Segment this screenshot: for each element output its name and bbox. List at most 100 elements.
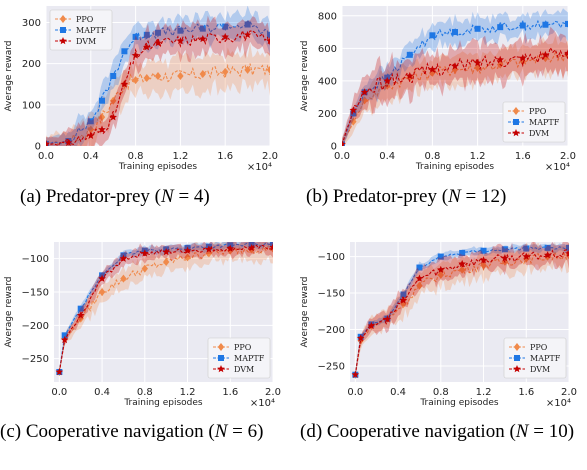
x-tick-label: 0.0 (51, 387, 67, 398)
point-dvm (226, 244, 235, 252)
point-maptf (87, 118, 94, 125)
point-maptf (501, 246, 508, 253)
x-tick-label: 2.0 (265, 387, 281, 398)
x-tick-label: 0.8 (128, 151, 144, 162)
y-tick-label: −150 (22, 288, 49, 299)
point-maptf (400, 291, 407, 298)
legend-label: PPO (76, 15, 94, 24)
band-dvm (46, 15, 270, 146)
legend: PPO MAPTF DVM (503, 337, 567, 379)
line-dvm (46, 29, 270, 146)
x-tick-label: 0.4 (94, 387, 110, 398)
point-ppo (266, 65, 270, 74)
point-ppo (110, 96, 117, 105)
y-axis-label: Average reward (300, 277, 310, 348)
point-dvm (60, 336, 69, 344)
point-ppo (416, 281, 423, 290)
point-dvm (243, 30, 252, 39)
chart-cooperative-navigation-10: 0.0 0.4 0.8 1.2 1.6 2.0 −100 −150 −200 −250 ×10⁴ Tr… (300, 242, 577, 409)
point-maptf (270, 242, 273, 247)
x-tick-label: 0.0 (334, 151, 350, 162)
point-dvm (383, 76, 391, 85)
x-tick-label: 1.6 (222, 387, 238, 398)
point-dvm (473, 58, 482, 67)
point-maptf (132, 33, 139, 40)
point-ppo (222, 67, 229, 76)
point-dvm (143, 43, 151, 51)
x-tick-label: 2.0 (560, 151, 576, 162)
point-maptf (416, 264, 423, 271)
y-tick-label: −100 (22, 254, 49, 265)
point-ppo (184, 253, 191, 262)
x-multiplier: ×10⁴ (546, 398, 571, 409)
legend-marker-ppo (513, 343, 521, 351)
legend-marker-dvm (59, 37, 67, 45)
band-dvm (342, 26, 568, 146)
y-axis-label: Average reward (4, 41, 14, 112)
point-dvm (55, 368, 64, 376)
band-ppo (59, 242, 273, 377)
point-dvm (162, 248, 170, 256)
point-dvm (522, 252, 531, 260)
y-tick-label: 200 (22, 59, 41, 70)
point-dvm (543, 251, 552, 259)
y-tick-label: 0 (35, 142, 41, 153)
point-maptf (459, 249, 466, 256)
legend-marker-ppo (59, 15, 67, 23)
point-dvm (64, 138, 73, 146)
point-dvm (131, 51, 140, 59)
point-dvm (496, 55, 504, 63)
point-maptf (199, 25, 206, 32)
y-tick-label: 100 (22, 100, 41, 111)
line-maptf (46, 20, 270, 145)
line-dvm (354, 249, 569, 375)
point-ppo (154, 72, 162, 80)
point-maptf (155, 29, 161, 36)
point-maptf (350, 110, 357, 117)
y-tick-label: −150 (318, 289, 345, 300)
point-maptf (544, 244, 551, 251)
point-ppo (98, 113, 106, 122)
legend-marker-maptf (218, 355, 224, 361)
point-dvm (383, 315, 392, 323)
x-tick-label: 2.0 (262, 151, 278, 162)
legend-marker-maptf (513, 119, 519, 125)
x-tick-label: 0.4 (390, 387, 406, 398)
point-maptf (61, 332, 68, 339)
point-maptf (177, 27, 184, 34)
point-ppo (98, 288, 106, 296)
legend-label: DVM (234, 365, 254, 374)
point-maptf (110, 73, 117, 79)
x-axis-label: Training episodes (419, 398, 499, 408)
line-maptf (58, 242, 273, 373)
y-tick-label: −100 (318, 252, 345, 263)
legend-label: DVM (76, 37, 96, 46)
point-maptf (566, 244, 569, 251)
point-dvm (98, 274, 106, 282)
point-dvm (541, 50, 550, 59)
point-ppo (205, 249, 213, 258)
y-tick-label: 600 (318, 44, 337, 55)
legend: PPO MAPTF DVM (49, 9, 113, 51)
point-maptf (77, 305, 84, 312)
x-tick-label: 0.4 (83, 151, 99, 162)
point-dvm (183, 246, 192, 254)
point-maptf (565, 20, 568, 27)
point-ppo (437, 270, 445, 279)
y-tick-label: −200 (22, 321, 49, 332)
point-dvm (351, 370, 360, 378)
point-ppo (244, 65, 251, 74)
x-tick-label: 0.8 (424, 151, 440, 162)
y-tick-label: −250 (318, 361, 345, 372)
point-dvm (109, 113, 117, 121)
point-dvm (367, 321, 376, 330)
x-tick-label: 1.6 (515, 151, 531, 162)
point-dvm (154, 39, 162, 47)
x-tick-label: 0.8 (137, 387, 153, 398)
point-maptf (406, 51, 413, 58)
point-ppo (120, 274, 127, 283)
legend-marker-ppo (217, 343, 225, 351)
y-axis-label: Average reward (300, 41, 310, 112)
legend-marker-dvm (217, 365, 225, 373)
x-axis-label: Training episodes (123, 398, 203, 408)
